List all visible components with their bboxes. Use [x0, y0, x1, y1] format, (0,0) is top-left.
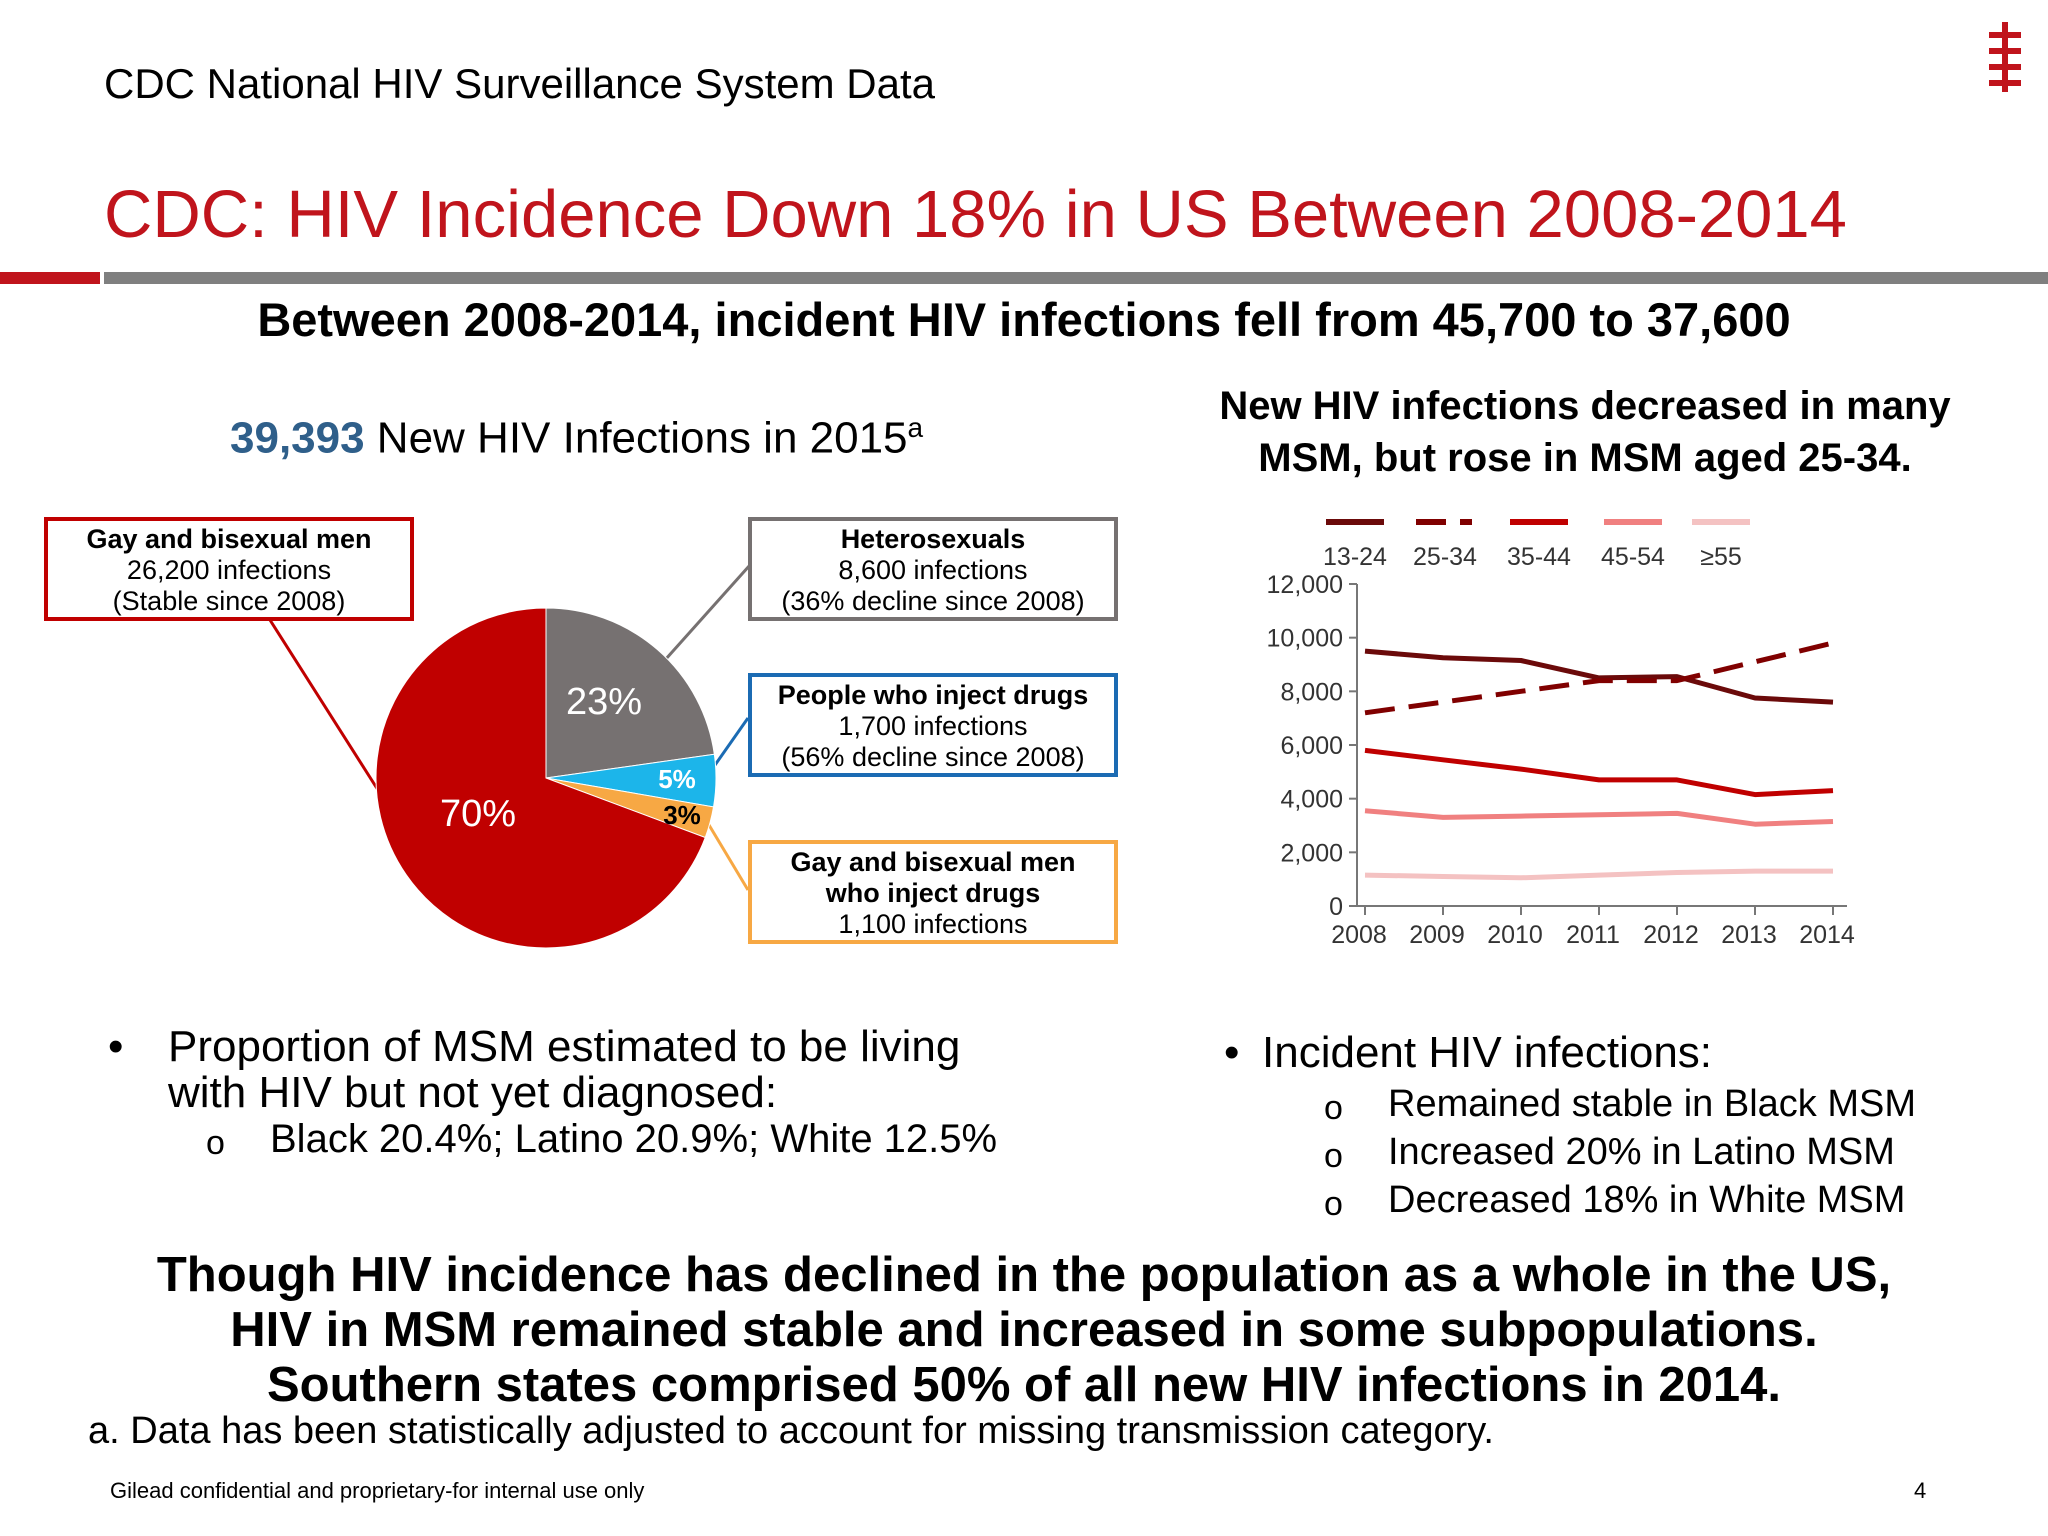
pie-slices [375, 607, 717, 949]
callout-pwid-count: 1,700 infections [838, 711, 1028, 741]
line-chart: 13-24 25-34 35-44 45-54 ≥55 0 2,000 4,000 6,000… [1267, 519, 1855, 949]
connector-msm-idu [704, 819, 750, 891]
right-bullet-main: Incident HIV infections: [1262, 1028, 1713, 1077]
callout-msm-trend: (Stable since 2008) [112, 586, 346, 616]
legend-label-3: 35-44 [1507, 543, 1571, 571]
pie-heading-superscript: a [907, 412, 924, 443]
connector-msm [268, 619, 380, 791]
title-rule-accent [0, 272, 100, 284]
gilead-logo-icon [1989, 22, 2021, 92]
footnote: a. Data has been statistically adjusted … [88, 1410, 1494, 1452]
callout-msm-idu-title: Gay and bisexual men [790, 847, 1076, 877]
title-rule [104, 272, 2048, 284]
series-line-2 [1364, 640, 1834, 716]
pie-chart: 70% 23% 5% 3% [268, 563, 752, 949]
y-tick-label: 2,000 [1280, 839, 1343, 867]
line-chart-heading: New HIV infections decreased in many MSM… [1219, 384, 1951, 480]
pie-slice-70 [375, 607, 706, 949]
confidential-footer: Gilead confidential and proprietary-for … [110, 1478, 645, 1503]
series-line-1 [1364, 648, 1834, 705]
y-tick-label: 6,000 [1280, 732, 1343, 760]
callout-heterosexuals: Heterosexuals 8,600 infections (36% decl… [748, 517, 1118, 621]
x-tick-label: 2013 [1721, 921, 1777, 949]
x-tick-label: 2008 [1331, 921, 1387, 949]
callout-msm: Gay and bisexual men 26,200 infections (… [44, 517, 414, 621]
closing-statement: Though HIV incidence has declined in the… [0, 1248, 2048, 1413]
y-tick-label: 8,000 [1280, 678, 1343, 706]
closing-line-3: Southern states comprised 50% of all new… [267, 1358, 1781, 1412]
x-tick-label: 2011 [1566, 921, 1620, 949]
series-line-5 [1364, 868, 1833, 881]
legend-label-1: 13-24 [1323, 543, 1387, 571]
series-line-4 [1364, 808, 1834, 827]
callout-pwid: People who inject drugs 1,700 infections… [748, 673, 1118, 777]
line-chart-series [1364, 640, 1834, 881]
legend-label-4: 45-54 [1601, 543, 1665, 571]
legend-label-2: 25-34 [1413, 543, 1477, 571]
bullet-dot: • [108, 1022, 124, 1071]
callout-hetero-trend: (36% decline since 2008) [781, 586, 1085, 616]
callout-pwid-trend: (56% decline since 2008) [781, 742, 1085, 772]
pie-heading-number: 39,393 [230, 413, 365, 463]
page-number: 4 [1914, 1478, 1927, 1503]
x-tick-label: 2014 [1799, 921, 1855, 949]
right-bullet-sub-1: Remained stable in Black MSM [1388, 1083, 1916, 1125]
closing-line-1: Though HIV incidence has declined in the… [156, 1248, 1892, 1302]
callout-msm-idu: Gay and bisexual men who inject drugs 1,… [748, 840, 1118, 944]
sub-bullet-marker: o [1324, 1137, 1343, 1175]
callout-pwid-title: People who inject drugs [777, 680, 1089, 710]
legend-label-5: ≥55 [1700, 543, 1742, 571]
y-tick-label: 4,000 [1280, 786, 1343, 814]
header-title: CDC National HIV Surveillance System Dat… [104, 60, 935, 107]
left-bullet-sub: Black 20.4%; Latino 20.9%; White 12.5% [270, 1117, 998, 1161]
callout-hetero-count: 8,600 infections [838, 555, 1028, 585]
slide-subtitle: Between 2008-2014, incident HIV infectio… [257, 293, 1791, 346]
callout-msm-title: Gay and bisexual men [86, 524, 372, 554]
series-line-3 [1364, 747, 1834, 798]
pie-heading: 39,393 New HIV Infections in 2015a [230, 412, 923, 464]
closing-line-2: HIV in MSM remained stable and increased… [230, 1303, 1818, 1357]
right-bullet-sub-3: Decreased 18% in White MSM [1388, 1179, 1906, 1221]
callout-msm-idu-title-2: who inject drugs [825, 878, 1041, 908]
pie-label-23: 23% [566, 681, 642, 723]
line-chart-legend: 13-24 25-34 35-44 45-54 ≥55 [1323, 519, 1750, 571]
sub-bullet-marker: o [1324, 1089, 1343, 1127]
left-bullet-main: Proportion of MSM estimated to be living… [168, 1022, 961, 1117]
line-chart-axes: 0 2,000 4,000 6,000 8,000 10,000 12,000 2008 200… [1267, 571, 1855, 949]
y-tick-label: 12,000 [1267, 571, 1343, 599]
slide-title: CDC: HIV Incidence Down 18% in US Betwee… [104, 177, 1847, 252]
pie-label-70: 70% [440, 793, 516, 835]
callout-hetero-title: Heterosexuals [840, 524, 1026, 554]
sub-bullet-marker: o [1324, 1185, 1343, 1223]
y-tick-label: 0 [1329, 893, 1343, 921]
pie-heading-text: New HIV Infections in 2015 [364, 413, 908, 463]
x-tick-label: 2010 [1487, 921, 1543, 949]
pie-slice-23 [545, 607, 715, 779]
left-bullets: • Proportion of MSM estimated to be livi… [100, 1022, 1020, 1163]
x-tick-label: 2012 [1643, 921, 1699, 949]
y-tick-label: 10,000 [1267, 625, 1343, 653]
callout-msm-count: 26,200 infections [126, 555, 332, 585]
pie-label-3: 3% [663, 800, 701, 830]
right-bullet-sub-2: Increased 20% in Latino MSM [1388, 1131, 1895, 1173]
pie-label-5: 5% [658, 764, 696, 794]
bullet-dot: • [1224, 1028, 1240, 1077]
connector-hetero [663, 563, 752, 662]
x-tick-label: 2009 [1409, 921, 1465, 949]
sub-bullet-marker: o [206, 1124, 225, 1162]
callout-msm-idu-count: 1,100 infections [838, 909, 1028, 939]
right-bullets: • Incident HIV infections: o Remained st… [1220, 1030, 2040, 1224]
